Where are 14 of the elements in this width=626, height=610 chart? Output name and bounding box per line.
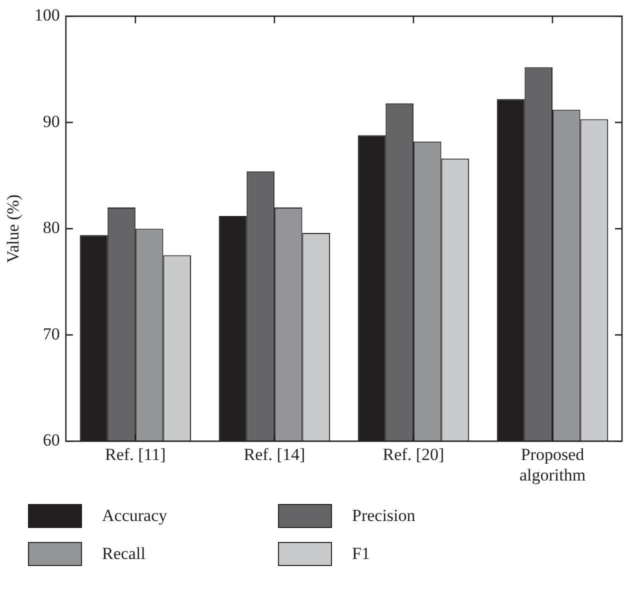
legend-label: Precision <box>352 506 416 526</box>
x-tick-label: Ref. [20] <box>382 444 444 464</box>
y-tick-label: 70 <box>42 324 60 344</box>
y-tick-label: 80 <box>42 218 60 238</box>
y-tick-label: 90 <box>42 112 60 131</box>
legend-label: F1 <box>352 544 370 564</box>
y-axis-title: Value (%) <box>4 194 23 263</box>
x-tick-label: Ref. [14] <box>244 444 306 464</box>
legend-label: Recall <box>102 544 146 564</box>
x-tick-label: Ref. [11] <box>105 444 166 464</box>
x-tick-label: Proposed algorithm <box>519 444 586 484</box>
y-tick-label: 60 <box>42 430 60 450</box>
y-tick-label: 100 <box>34 6 60 25</box>
legend-label: Accuracy <box>102 506 168 526</box>
